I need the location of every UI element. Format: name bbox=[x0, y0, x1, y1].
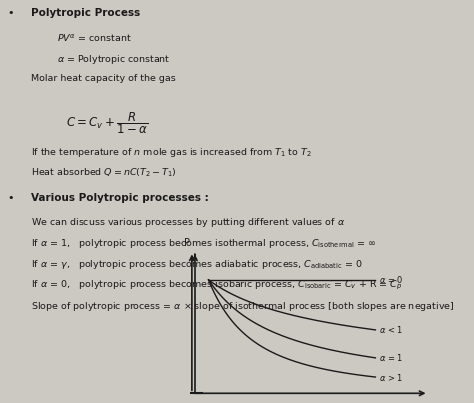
Text: P: P bbox=[184, 238, 191, 248]
Text: $\alpha$ = Polytropic constant: $\alpha$ = Polytropic constant bbox=[57, 53, 171, 66]
Text: If the temperature of $n$ mole gas is increased from $T_1$ to $T_2$: If the temperature of $n$ mole gas is in… bbox=[31, 146, 311, 159]
Text: Slope of polytropic process = $\alpha$ $\times$ slope of isothermal process [bot: Slope of polytropic process = $\alpha$ $… bbox=[31, 300, 454, 313]
Text: $\alpha$ = 0: $\alpha$ = 0 bbox=[379, 274, 404, 285]
Text: If $\alpha$ = 1,   polytropic process becomes isothermal process, $C_{\rm isothe: If $\alpha$ = 1, polytropic process beco… bbox=[31, 237, 376, 250]
Text: We can discuss various processes by putting different values of $\alpha$: We can discuss various processes by putt… bbox=[31, 216, 345, 229]
Text: If $\alpha$ = 0,   polytropic process becomes isobaric process, $C_{\rm isobaric: If $\alpha$ = 0, polytropic process beco… bbox=[31, 279, 402, 292]
Text: Molar heat capacity of the gas: Molar heat capacity of the gas bbox=[31, 74, 175, 83]
Text: $\alpha$ = 1: $\alpha$ = 1 bbox=[379, 352, 403, 364]
Text: •: • bbox=[7, 8, 14, 18]
Text: Polytropic Process: Polytropic Process bbox=[31, 8, 140, 18]
Text: $PV^{\alpha}$ = constant: $PV^{\alpha}$ = constant bbox=[57, 32, 131, 44]
Text: •: • bbox=[7, 193, 14, 204]
Text: $\alpha$ > 1: $\alpha$ > 1 bbox=[379, 372, 403, 382]
Text: Various Polytropic processes :: Various Polytropic processes : bbox=[31, 193, 209, 204]
Text: If $\alpha$ = $\gamma$,   polytropic process becomes adiabatic process, $C_{\rm : If $\alpha$ = $\gamma$, polytropic proce… bbox=[31, 258, 363, 271]
Text: $C = C_v + \dfrac{R}{1-\alpha}$: $C = C_v + \dfrac{R}{1-\alpha}$ bbox=[66, 110, 148, 136]
Text: $\alpha$ < 1: $\alpha$ < 1 bbox=[379, 324, 403, 335]
Text: Heat absorbed $Q = nC(T_2 - T_1)$: Heat absorbed $Q = nC(T_2 - T_1)$ bbox=[31, 167, 176, 179]
